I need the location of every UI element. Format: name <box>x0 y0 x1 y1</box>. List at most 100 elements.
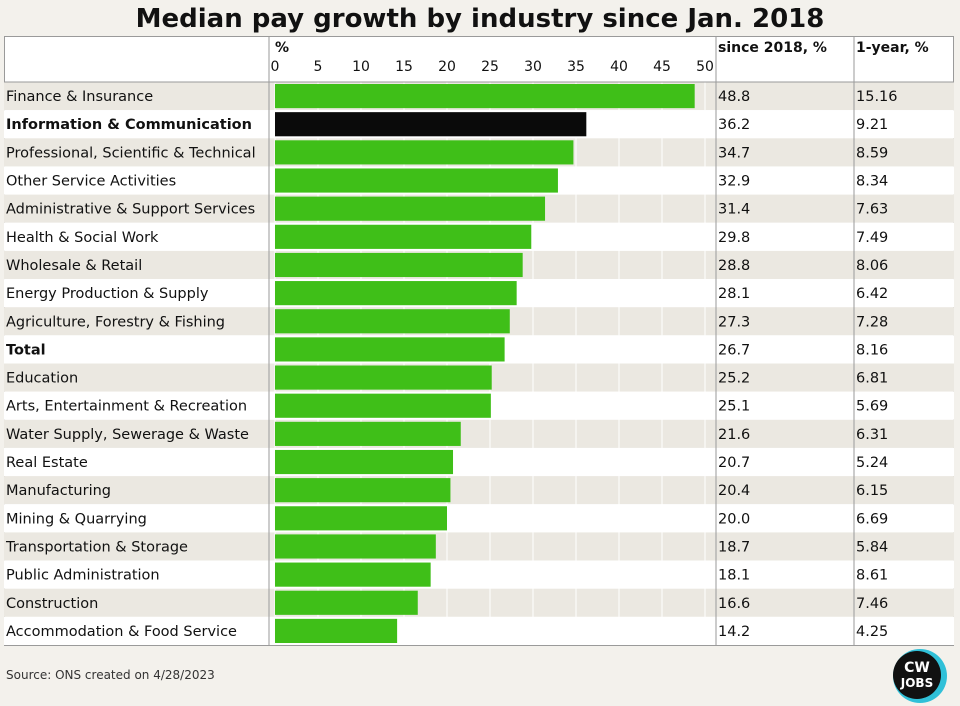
value-1-year: 8.61 <box>856 568 888 584</box>
table-row-bg <box>4 532 954 561</box>
category-label: Professional, Scientific & Technical <box>6 145 256 161</box>
category-label: Education <box>6 371 78 387</box>
cw-jobs-logo: CW JOBS <box>893 649 947 703</box>
value-1-year: 7.63 <box>856 202 888 218</box>
category-label: Construction <box>6 596 98 612</box>
value-1-year: 7.46 <box>856 596 888 612</box>
value-since-2018: 20.7 <box>718 455 750 471</box>
value-since-2018: 34.7 <box>718 145 750 161</box>
bar <box>275 168 558 193</box>
category-label: Accommodation & Food Service <box>6 624 237 640</box>
value-1-year: 6.31 <box>856 427 888 443</box>
category-label: Information & Communication <box>6 117 252 133</box>
column-header-1year: 1-year, % <box>856 40 929 56</box>
value-since-2018: 16.6 <box>718 596 750 612</box>
value-since-2018: 28.8 <box>718 258 750 274</box>
value-1-year: 6.81 <box>856 371 888 387</box>
value-since-2018: 20.0 <box>718 511 750 527</box>
value-since-2018: 26.7 <box>718 342 750 358</box>
table-row-bg <box>4 616 954 645</box>
table-row-bg <box>4 447 954 477</box>
value-1-year: 8.06 <box>856 258 888 274</box>
x-tick-label: 50 <box>696 59 714 75</box>
svg-text:JOBS: JOBS <box>900 676 933 690</box>
category-label: Finance & Insurance <box>6 89 153 105</box>
value-since-2018: 27.3 <box>718 314 750 330</box>
bar <box>275 618 398 643</box>
value-1-year: 5.84 <box>856 539 888 555</box>
value-1-year: 15.16 <box>856 89 898 105</box>
bar <box>275 84 695 109</box>
table-row-bg <box>4 560 954 589</box>
value-since-2018: 28.1 <box>718 286 750 302</box>
x-tick-label: 10 <box>352 59 370 75</box>
category-label: Mining & Quarrying <box>6 511 147 527</box>
bar <box>275 478 451 503</box>
bar <box>275 562 431 587</box>
value-since-2018: 25.2 <box>718 371 750 387</box>
bar <box>275 590 418 615</box>
bar <box>275 196 546 221</box>
category-label: Agriculture, Forestry & Fishing <box>6 314 225 330</box>
bar <box>275 252 523 278</box>
category-label: Manufacturing <box>6 483 111 499</box>
x-tick-label: 30 <box>524 59 542 75</box>
value-1-year: 6.15 <box>856 483 888 499</box>
value-1-year: 7.28 <box>856 314 888 330</box>
x-tick-label: 35 <box>567 59 585 75</box>
bar <box>275 281 517 306</box>
value-1-year: 8.59 <box>856 145 888 161</box>
svg-text:CW: CW <box>904 660 930 676</box>
value-since-2018: 48.8 <box>718 89 750 105</box>
value-since-2018: 25.1 <box>718 399 750 415</box>
bar <box>275 449 454 475</box>
x-tick-label: 20 <box>438 59 456 75</box>
value-1-year: 8.16 <box>856 342 888 358</box>
x-tick-label: 40 <box>610 59 628 75</box>
value-1-year: 8.34 <box>856 174 888 190</box>
value-1-year: 6.42 <box>856 286 888 302</box>
bar <box>275 421 461 446</box>
category-label: Transportation & Storage <box>5 539 188 555</box>
chart-title: Median pay growth by industry since Jan.… <box>135 4 825 34</box>
x-tick-label: 15 <box>395 59 413 75</box>
value-since-2018: 18.1 <box>718 568 750 584</box>
value-since-2018: 20.4 <box>718 483 750 499</box>
value-1-year: 7.49 <box>856 230 888 246</box>
x-axis-label: % <box>275 40 289 56</box>
table-row-bg <box>4 588 954 617</box>
value-1-year: 9.21 <box>856 117 888 133</box>
table-row-bg <box>4 504 954 533</box>
category-label: Energy Production & Supply <box>6 286 209 302</box>
value-1-year: 5.69 <box>856 399 888 415</box>
value-1-year: 6.69 <box>856 511 888 527</box>
category-label: Administrative & Support Services <box>6 202 255 218</box>
bar <box>275 506 447 531</box>
category-label: Wholesale & Retail <box>6 258 142 274</box>
x-tick-label: 5 <box>314 59 323 75</box>
category-label: Other Service Activities <box>6 174 176 190</box>
table-row-bg <box>4 419 954 448</box>
value-1-year: 5.24 <box>856 455 888 471</box>
category-label: Public Administration <box>6 568 160 584</box>
value-since-2018: 14.2 <box>718 624 750 640</box>
bar <box>275 365 492 390</box>
category-label: Arts, Entertainment & Recreation <box>6 399 247 415</box>
value-since-2018: 21.6 <box>718 427 750 443</box>
value-since-2018: 32.9 <box>718 174 750 190</box>
x-tick-label: 25 <box>481 59 499 75</box>
bar <box>275 393 491 418</box>
category-label: Total <box>6 342 46 358</box>
category-label: Health & Social Work <box>6 230 159 246</box>
x-tick-label: 45 <box>653 59 671 75</box>
bar <box>275 337 505 362</box>
value-since-2018: 31.4 <box>718 202 750 218</box>
category-label: Water Supply, Sewerage & Waste <box>6 427 249 443</box>
category-label: Real Estate <box>6 455 88 471</box>
x-tick-label: 0 <box>271 59 280 75</box>
bar <box>275 534 436 559</box>
value-1-year: 4.25 <box>856 624 888 640</box>
bar <box>275 224 532 249</box>
column-header-since: since 2018, % <box>718 40 827 56</box>
